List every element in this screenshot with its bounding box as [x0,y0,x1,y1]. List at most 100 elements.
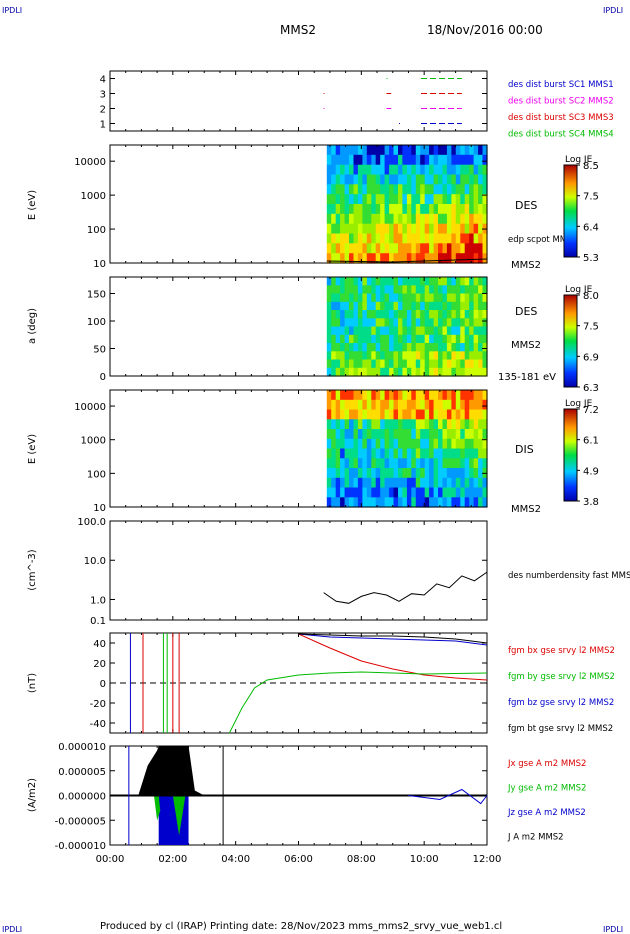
dis-energy-cell [398,458,404,469]
dis-energy-cell [406,458,412,469]
bfield-line [298,633,488,644]
dis-energy-cell [389,399,395,411]
des-energy-cell [411,243,417,254]
des-pitch-cell [424,301,430,311]
des-pitch-cell [482,351,488,361]
dis-energy-cell [362,429,368,440]
des-pitch-cell [384,310,390,319]
dis-energy-cell [384,477,390,489]
dis-energy-cell [478,419,484,430]
dis-energy-cell [469,477,475,489]
dis-energy-cell [380,438,386,450]
des-pitch-cell [460,318,466,328]
date-title: 18/Nov/2016 00:00 [427,23,543,37]
dis-energy-cell [420,409,426,420]
des-pitch-cell [349,334,355,344]
des-pitch-cell [349,318,355,328]
dis-energy-cell [469,468,475,479]
des-energy-cell [353,253,359,264]
dis-energy-cell [442,497,448,508]
des-energy-cell [344,184,350,195]
des-pitch-cell [464,277,470,286]
dis-energy-cell [393,429,399,440]
des-pitch-cell [438,367,444,377]
des-energy-cell [442,174,448,185]
des-energy-cell [389,145,395,156]
dis-energy-cell [406,390,412,401]
des-energy-cell [455,174,461,185]
des-energy-cell [362,164,368,176]
dis-energy-cell [371,497,377,508]
des-energy-cell [380,145,386,156]
des-pitch-cell [442,293,448,303]
des-pitch-cell [402,318,408,328]
dis-energy-cell [442,390,448,401]
dis-energy-cell [389,390,395,401]
dis-energy-cell [446,477,452,489]
des-pitch-cell [357,351,363,361]
dis-energy-cell [402,448,408,459]
dis-energy-cell [344,399,350,411]
des-energy-cell [393,184,399,195]
des-energy-cell [455,233,461,244]
des-pitch-cell [384,367,390,377]
dis-energy-cell [442,477,448,489]
dis-energy-cell [464,477,470,489]
des-pitch-cell [429,359,435,369]
des-pitch-cell [389,334,395,344]
des-pitch-cell [366,367,372,377]
des-energy-cell [380,194,386,205]
dis-energy-cell [451,468,457,479]
dis-energy-cell [326,429,332,440]
dis-energy-cell [398,419,404,430]
des-pitch-cell [362,367,368,377]
des-energy-cell [362,154,368,166]
des-energy-cell [424,145,430,156]
des-pitch-cell [398,343,404,352]
dis-energy-cell [442,458,448,469]
dis-energy-cell [464,419,470,430]
des-pitch-cell [362,351,368,361]
des-pitch-cell [402,310,408,319]
des-pitch-cell [415,359,421,369]
des-pitch-cell [340,277,346,286]
des-energy-cell [478,253,484,264]
des-pitch-cell [406,285,412,295]
des-pitch-cell [393,301,399,311]
des-pitch-cell [415,367,421,377]
des-energy-cell [375,184,381,195]
des-pitch-cell [344,343,350,352]
dis-energy-cell [398,409,404,420]
dis-energy-cell [362,458,368,469]
dis-energy-cell [478,468,484,479]
dis-energy-cell [420,468,426,479]
des-pitch-cell [446,334,452,344]
current-legend-label: Jy gse A m2 MMS2 [507,784,586,794]
des-pitch-cell [411,334,417,344]
dis-energy-cell [482,458,488,469]
des-pitch-cell [473,351,479,361]
des-pitch-cell [464,310,470,319]
des-energy-cell [344,164,350,176]
dis-energy-cell [380,487,386,498]
dis-energy-cell [340,438,346,450]
dis-energy-cell [411,419,417,430]
dis-energy-cell [411,497,417,508]
des-energy-cell [380,223,386,235]
des-energy-cell [393,223,399,235]
dis-energy-cell [357,438,363,450]
des-pitch-cell [429,293,435,303]
des-energy-cell [478,223,484,235]
dis-energy-cell [433,487,439,498]
dis-energy-cell [446,409,452,420]
dis-energy-cell [353,429,359,440]
des-pitch-cell [433,310,439,319]
des-pitch-cell [433,301,439,311]
des-energy-cell [464,204,470,215]
des-pitch-cell [424,277,430,286]
des-pitch-cell [357,293,363,303]
des-pitch-cell [366,343,372,352]
des-pitch-cell [357,367,363,377]
des-pitch-cell [482,367,488,377]
footer-text: Produced by cl (IRAP) Printing date: 28/… [100,921,502,932]
